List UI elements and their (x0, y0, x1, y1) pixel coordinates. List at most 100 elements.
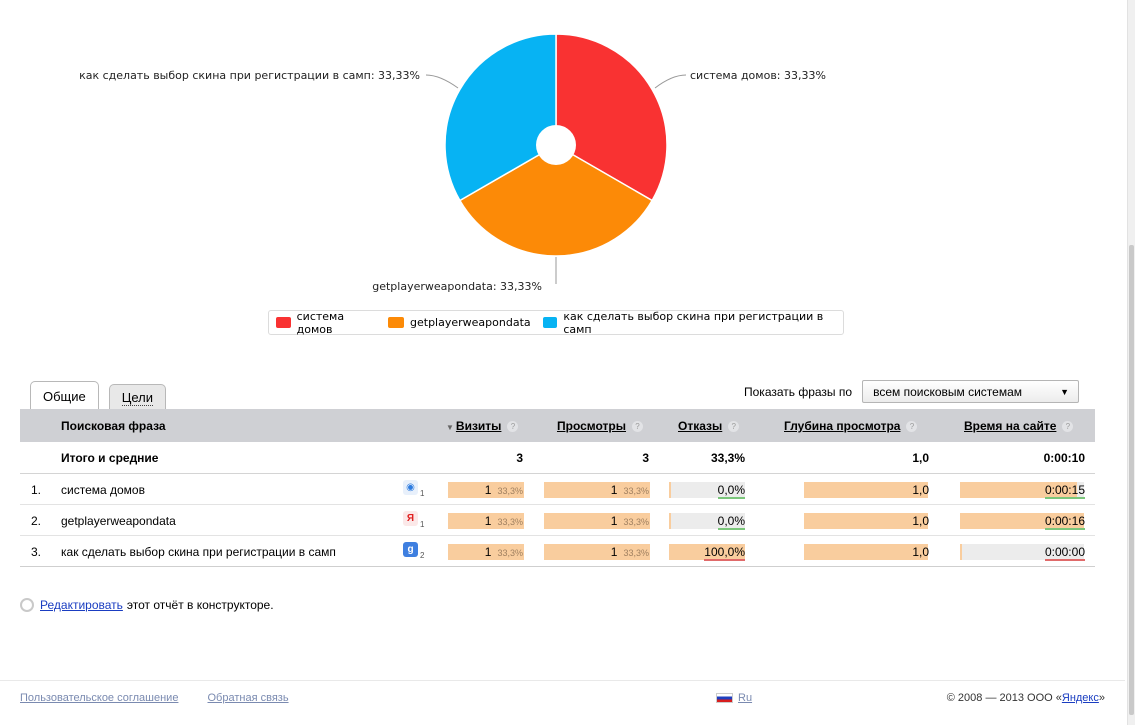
row-views: 1 33,3% (611, 483, 649, 497)
pie-label-connector (654, 74, 687, 89)
pie-label-connector (425, 74, 459, 89)
time-bar (960, 513, 1084, 529)
totals-depth: 1,0 (912, 451, 929, 465)
totals-views: 3 (642, 451, 649, 465)
search-engine-select[interactable]: всем поисковым системам ▼ (862, 380, 1080, 403)
edit-link[interactable]: Редактировать (40, 598, 123, 612)
totals-label: Итого и средние (61, 451, 159, 465)
copyright-end: » (1098, 692, 1105, 704)
row-views: 1 33,3% (611, 545, 649, 559)
visits-bar (448, 513, 524, 529)
time-bar (960, 544, 962, 560)
header-time[interactable]: Время на сайте? (964, 419, 1074, 433)
views-pct: 33,3% (623, 548, 649, 558)
help-icon[interactable]: ? (906, 421, 918, 432)
visits-pct: 33,3% (497, 517, 523, 527)
bounces-bar (669, 544, 745, 560)
row-depth: 1,0 (912, 483, 929, 497)
row-index: 3. (31, 545, 42, 559)
visits-pct: 33,3% (497, 486, 523, 496)
header-depth-label: Глубина просмотра (784, 419, 901, 433)
totals-bounces: 33,3% (710, 451, 745, 465)
engine-count: 2 (420, 551, 425, 560)
pie-slice[interactable] (458, 144, 654, 257)
row-visits: 1 33,3% (485, 514, 523, 528)
visits-pct: 33,3% (497, 548, 523, 558)
pie-slice-label: система домов: 33,33% (690, 69, 826, 82)
help-icon[interactable]: ? (632, 421, 644, 432)
header-visits[interactable]: ▼ Визиты? (446, 419, 519, 433)
bounces-bar-bg (669, 482, 745, 498)
header-views-label: Просмотры (557, 419, 627, 433)
edit-report-line: Редактировать этот отчёт в конструкторе. (20, 598, 274, 612)
legend-swatch (542, 317, 558, 328)
header-phrase: Поисковая фраза (61, 419, 166, 433)
sort-desc-icon: ▼ (446, 423, 454, 432)
row-bounces: 0,0% (717, 483, 745, 499)
dropdown-arrow-icon: ▼ (1060, 386, 1070, 397)
row-index: 2. (31, 514, 42, 528)
legend-item-3[interactable]: как сделать выбор скина при регистрации … (542, 310, 831, 336)
constructor-icon (20, 598, 34, 612)
visits-bar (448, 544, 524, 560)
row-time: 0:00:00 (1044, 545, 1085, 561)
page-footer: Пользовательское соглашение Обратная свя… (0, 680, 1125, 725)
yandex-icon[interactable]: Я (403, 511, 418, 526)
totals-time: 0:00:10 (1043, 451, 1085, 465)
pie-slice[interactable] (555, 33, 668, 202)
header-visits-label: Визиты (455, 419, 502, 433)
row-time: 0:00:15 (1044, 483, 1085, 499)
table-header: Поисковая фраза ▼ Визиты? Просмотры? Отка… (20, 409, 1095, 442)
phrases-table: Поисковая фраза ▼ Визиты? Просмотры? Отка… (20, 409, 1095, 567)
russian-flag-icon (716, 693, 733, 703)
language-link[interactable]: Ru (738, 692, 753, 704)
tab-label: Общие (43, 388, 86, 404)
legend-item-1[interactable]: система домов (276, 310, 376, 336)
table-row[interactable]: 1. система домов ◉ 1 1 33,3% 1 33,3% 0,0% 1,0 0:00… (20, 474, 1095, 505)
pie-slice[interactable] (444, 33, 557, 202)
table-row[interactable]: 3. как сделать выбор скина при регистраци… (20, 536, 1095, 567)
help-icon[interactable]: ? (507, 421, 519, 432)
legend-swatch (276, 317, 291, 328)
legend-item-2[interactable]: getplayerweapondata (388, 316, 531, 329)
row-phrase: getplayerweapondata (61, 514, 176, 528)
pie-slice-label: как сделать выбор скина при регистрации … (79, 69, 420, 82)
visits-bar (448, 482, 524, 498)
row-bounces: 100,0% (704, 545, 745, 561)
language-switch[interactable]: Ru (716, 692, 752, 704)
time-bar-bg (960, 544, 1084, 560)
tab-label: Цели (121, 389, 154, 406)
chart-legend: система домов getplayerweapondata как сд… (268, 310, 844, 336)
header-depth[interactable]: Глубина просмотра? (784, 419, 918, 433)
help-icon[interactable]: ? (1062, 421, 1074, 432)
pie-slice-label: getplayerweapondata: 33,33% (372, 280, 542, 293)
views-value: 1 (610, 514, 618, 528)
copyright-text: © 2008 — 2013 ООО « (946, 692, 1062, 704)
help-icon[interactable]: ? (728, 421, 740, 432)
pie-chart: система домов: 33,33% getplayerweapondata… (0, 0, 1125, 300)
google-icon[interactable]: g (403, 542, 418, 557)
rambler-icon[interactable]: ◉ (403, 480, 418, 495)
bounces-bar (669, 513, 671, 529)
feedback-link[interactable]: Обратная связь (207, 692, 289, 704)
user-agreement-link[interactable]: Пользовательское соглашение (20, 692, 179, 704)
tab-general[interactable]: Общие (30, 381, 99, 410)
bounces-bar-bg (669, 513, 745, 529)
totals-row: Итого и средние 3 3 33,3% 1,0 0:00:10 (20, 442, 1095, 474)
views-pct: 33,3% (623, 486, 649, 496)
tab-goals[interactable]: Цели (108, 384, 167, 410)
table-row[interactable]: 2. getplayerweapondata Я 1 1 33,3% 1 33,3% 0,0% 1… (20, 505, 1095, 536)
header-time-label: Время на сайте (964, 419, 1057, 433)
row-phrase: система домов (61, 483, 145, 497)
row-phrase: как сделать выбор скина при регистрации … (61, 545, 336, 559)
header-views[interactable]: Просмотры? (557, 419, 644, 433)
donut-hole (536, 125, 576, 165)
filter-label: Показать фразы по (744, 384, 853, 399)
depth-bar (804, 544, 928, 560)
depth-bar (804, 513, 928, 529)
yandex-link[interactable]: Яндекс (1061, 692, 1099, 704)
scrollbar-thumb[interactable] (1129, 245, 1134, 715)
page-scrollbar[interactable] (1127, 0, 1135, 725)
header-bounces[interactable]: Отказы? (678, 419, 740, 433)
visits-value: 1 (484, 514, 492, 528)
